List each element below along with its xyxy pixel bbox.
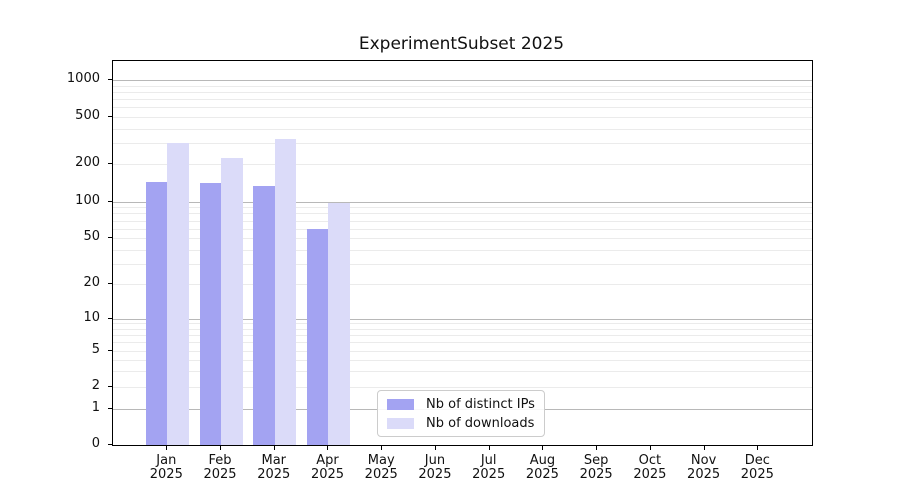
x-tick-mark [757, 446, 759, 450]
x-tick-mark [542, 446, 544, 450]
gridline-minor [113, 143, 812, 145]
y-tick-mark [108, 163, 112, 165]
x-tick-label: Aug 2025 [525, 453, 559, 482]
bar-feb-downloads [221, 158, 243, 445]
gridline-major [113, 80, 812, 81]
y-tick-mark [108, 79, 112, 80]
gridline-minor [113, 128, 812, 130]
y-tick-label: 50 [83, 229, 100, 245]
legend-label-downloads: Nb of downloads [426, 415, 535, 431]
x-tick-label: Apr 2025 [310, 453, 345, 482]
gridline-minor [113, 164, 812, 166]
legend-label-distinct-ips: Nb of distinct IPs [426, 396, 535, 412]
y-tick-label: 0 [91, 436, 100, 451]
y-tick-mark [108, 283, 112, 285]
y-tick-label: 20 [83, 275, 100, 291]
gridline-minor [113, 335, 812, 337]
gridline-minor [113, 351, 812, 352]
x-tick-label: Jan 2025 [149, 453, 183, 482]
gridline-minor [113, 342, 812, 344]
gridline-minor [113, 85, 812, 87]
chart-title: ExperimentSubset 2025 [358, 34, 565, 54]
x-tick-mark [381, 446, 383, 450]
x-tick-label: Jun 2025 [418, 453, 452, 482]
x-tick-label: May 2025 [364, 453, 398, 482]
x-tick-label: Feb 2025 [203, 453, 237, 482]
gridline-minor [113, 328, 812, 330]
y-tick-mark [108, 317, 112, 319]
y-tick-label: 100 [75, 192, 100, 208]
gridline-minor [113, 228, 812, 230]
x-tick-label: Jul 2025 [472, 453, 506, 482]
gridline-major [113, 318, 812, 320]
bar-feb-distinct-ips [199, 182, 222, 445]
bar-apr-downloads [328, 203, 350, 445]
x-tick-mark [166, 446, 168, 450]
y-tick-mark [108, 444, 112, 445]
x-tick-mark [649, 446, 651, 450]
y-tick-mark [108, 386, 112, 387]
legend-swatch-downloads [387, 417, 414, 429]
legend-item-downloads: Nb of downloads [387, 416, 544, 431]
legend-box: Nb of distinct IPs Nb of downloads [377, 390, 545, 437]
x-tick-label: Oct 2025 [633, 453, 667, 482]
y-tick-mark [108, 350, 112, 351]
gridline-minor [113, 387, 812, 388]
gridline-minor [113, 263, 812, 265]
y-tick-label: 10 [83, 309, 100, 325]
x-tick-label: Mar 2025 [257, 453, 291, 482]
y-tick-label: 1 [91, 400, 100, 415]
gridline-minor [113, 284, 812, 286]
x-tick-mark [220, 446, 222, 450]
gridline-minor [113, 99, 812, 101]
gridline-major [113, 201, 812, 203]
bar-apr-distinct-ips [306, 228, 329, 445]
gridline-minor [113, 323, 812, 325]
gridline-minor [113, 117, 812, 118]
y-tick-label: 1000 [66, 71, 100, 86]
y-tick-label: 500 [75, 108, 100, 123]
legend-swatch-distinct-ips [387, 398, 414, 410]
x-tick-label: Dec 2025 [740, 453, 774, 482]
y-tick-mark [108, 116, 112, 117]
bar-mar-distinct-ips [253, 185, 275, 445]
gridline-minor [113, 238, 812, 240]
gridline-minor [113, 107, 812, 109]
y-tick-label: 2 [91, 378, 100, 393]
x-tick-mark [488, 446, 490, 450]
gridline-minor [113, 207, 812, 209]
gridline-minor [113, 91, 812, 93]
y-tick-label: 5 [91, 342, 100, 357]
x-tick-mark [596, 446, 598, 450]
x-tick-label: Sep 2025 [579, 453, 613, 482]
x-tick-mark [273, 446, 275, 450]
bar-jan-downloads [167, 143, 189, 445]
y-tick-mark [108, 408, 112, 409]
gridline-minor [113, 371, 812, 373]
legend-item-distinct-ips: Nb of distinct IPs [387, 397, 544, 412]
plot-area [112, 60, 813, 446]
gridline-minor [113, 213, 812, 215]
gridline-minor [113, 359, 812, 361]
x-tick-label: Nov 2025 [687, 453, 721, 482]
bar-jan-distinct-ips [145, 181, 168, 445]
x-tick-mark [434, 446, 436, 450]
gridline-minor [113, 220, 812, 222]
gridline-minor [113, 249, 812, 251]
x-tick-mark [327, 446, 329, 450]
x-tick-mark [703, 446, 705, 450]
bar-mar-downloads [274, 139, 297, 445]
y-tick-label: 200 [75, 155, 100, 171]
y-tick-mark [108, 237, 112, 239]
y-tick-mark [108, 200, 112, 202]
